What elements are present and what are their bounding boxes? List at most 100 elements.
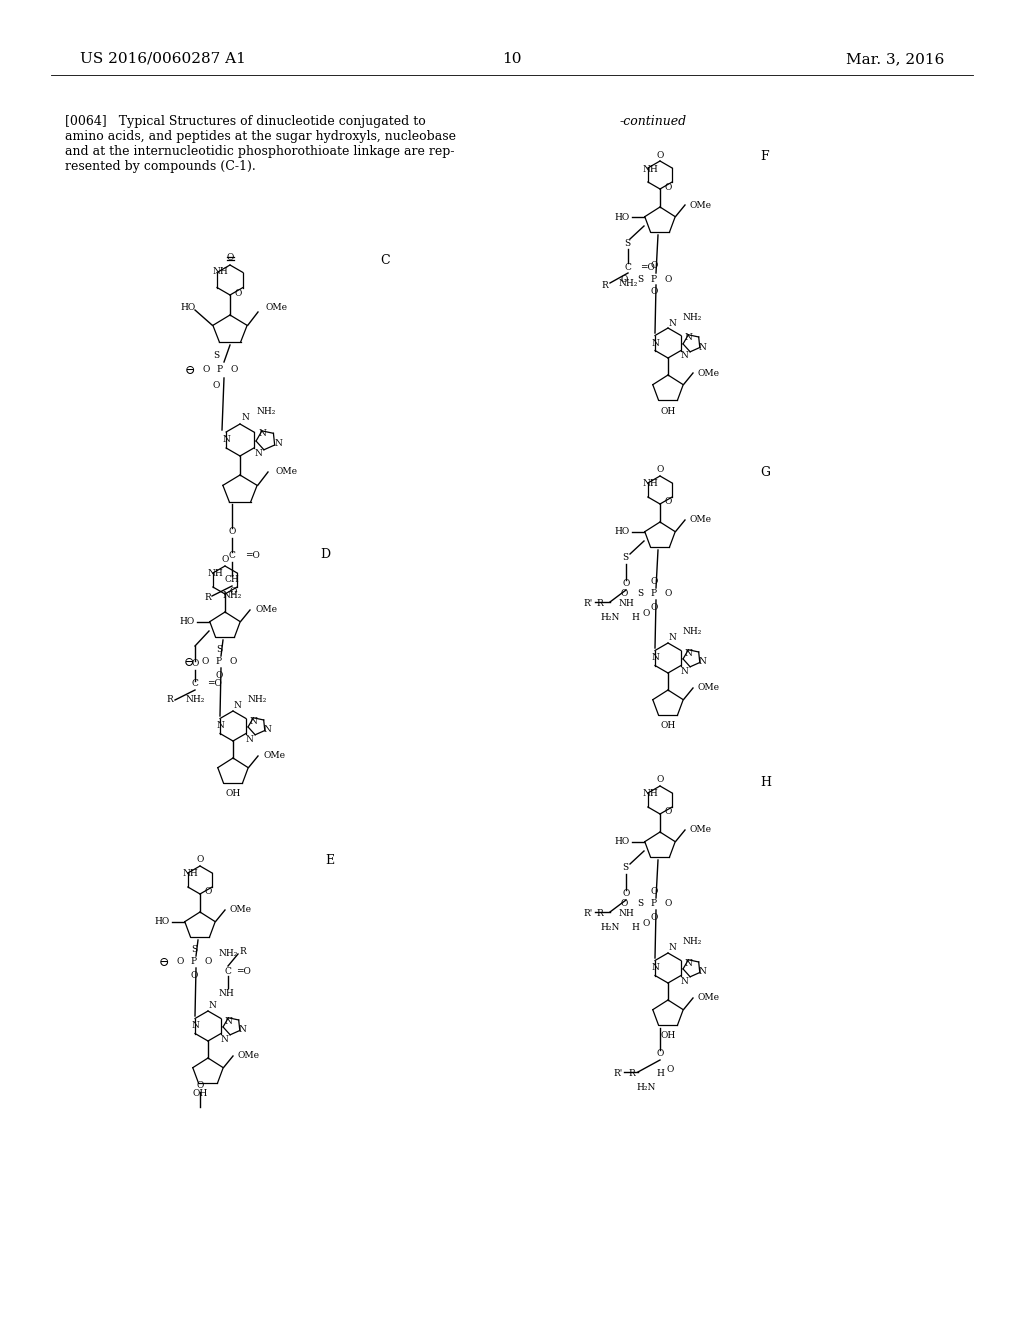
Text: N: N — [208, 1002, 216, 1011]
Text: C: C — [224, 968, 231, 977]
Text: N: N — [680, 977, 688, 986]
Text: HO: HO — [155, 917, 170, 927]
Text: N: N — [651, 653, 658, 663]
Text: N: N — [668, 634, 676, 643]
Text: =O: =O — [245, 552, 260, 561]
Text: O: O — [228, 528, 236, 536]
Text: N: N — [698, 968, 706, 977]
Text: N: N — [263, 726, 271, 734]
Text: N: N — [222, 436, 230, 445]
Text: NH₂: NH₂ — [222, 591, 242, 601]
Text: R: R — [205, 594, 211, 602]
Text: P: P — [190, 957, 197, 966]
Text: NH₂: NH₂ — [682, 313, 701, 322]
Text: NH: NH — [218, 990, 233, 998]
Text: O: O — [656, 1049, 664, 1059]
Text: NH₂: NH₂ — [256, 408, 275, 417]
Text: O: O — [665, 590, 672, 598]
Text: R': R' — [584, 909, 593, 919]
Text: ⊖: ⊖ — [159, 956, 169, 969]
Text: F: F — [760, 150, 769, 164]
Text: O: O — [642, 610, 649, 619]
Text: OMe: OMe — [698, 684, 720, 693]
Text: O: O — [667, 1065, 674, 1074]
Text: O: O — [229, 657, 237, 667]
Text: H: H — [631, 924, 639, 932]
Text: NH₂: NH₂ — [682, 937, 701, 946]
Text: O: O — [621, 275, 628, 284]
Text: H₂N: H₂N — [600, 614, 620, 623]
Text: HO: HO — [614, 213, 630, 222]
Text: N: N — [274, 440, 282, 449]
Text: OMe: OMe — [230, 906, 252, 915]
Text: O: O — [665, 808, 672, 817]
Text: O: O — [650, 261, 657, 271]
Text: NH: NH — [212, 268, 228, 276]
Text: N: N — [668, 944, 676, 953]
Text: S: S — [622, 553, 628, 562]
Text: O: O — [212, 380, 220, 389]
Text: CH: CH — [224, 576, 240, 585]
Text: C: C — [625, 263, 632, 272]
Text: O: O — [202, 657, 209, 667]
Text: N: N — [698, 657, 706, 667]
Text: O: O — [656, 466, 664, 474]
Text: NH: NH — [182, 870, 198, 879]
Text: O: O — [191, 660, 199, 668]
Text: O: O — [234, 289, 242, 298]
Text: OMe: OMe — [690, 516, 712, 524]
Text: NH: NH — [618, 599, 634, 609]
Text: HO: HO — [614, 528, 630, 536]
Text: O: O — [190, 970, 198, 979]
Text: P: P — [651, 899, 657, 908]
Text: OMe: OMe — [690, 201, 712, 210]
Text: NH₂: NH₂ — [218, 949, 238, 958]
Text: R: R — [240, 948, 247, 957]
Text: S: S — [637, 899, 643, 908]
Text: NH: NH — [207, 569, 223, 578]
Text: P: P — [651, 275, 657, 284]
Text: O: O — [176, 957, 183, 966]
Text: O: O — [205, 957, 212, 966]
Text: N: N — [680, 667, 688, 676]
Text: O: O — [221, 556, 228, 565]
Text: O: O — [650, 288, 657, 297]
Text: HO: HO — [614, 837, 630, 846]
Text: OMe: OMe — [263, 751, 285, 760]
Text: O: O — [650, 602, 657, 611]
Text: G: G — [760, 466, 770, 479]
Text: =O: =O — [207, 680, 222, 689]
Text: O: O — [226, 253, 233, 263]
Text: OH: OH — [660, 722, 676, 730]
Text: NH: NH — [642, 165, 657, 173]
Text: O: O — [205, 887, 212, 896]
Text: O: O — [656, 776, 664, 784]
Text: P: P — [216, 657, 222, 667]
Text: N: N — [238, 1026, 246, 1035]
Text: N: N — [249, 717, 257, 726]
Text: O: O — [665, 899, 672, 908]
Text: O: O — [650, 577, 657, 586]
Text: S: S — [637, 275, 643, 284]
Text: [0064]   Typical Structures of dinucleotide conjugated to
amino acids, and pepti: [0064] Typical Structures of dinucleotid… — [65, 115, 456, 173]
Text: S: S — [624, 239, 630, 248]
Text: N: N — [698, 342, 706, 351]
Text: OH: OH — [193, 1089, 208, 1098]
Text: N: N — [684, 958, 692, 968]
Text: OH: OH — [660, 407, 676, 416]
Text: R: R — [167, 696, 173, 705]
Text: H: H — [656, 1069, 664, 1078]
Text: O: O — [197, 855, 204, 865]
Text: N: N — [680, 351, 688, 360]
Text: O: O — [215, 671, 222, 680]
Text: R: R — [597, 599, 603, 609]
Text: N: N — [258, 429, 266, 438]
Text: N: N — [651, 338, 658, 347]
Text: N: N — [651, 964, 658, 973]
Text: R': R' — [584, 599, 593, 609]
Text: O: O — [656, 150, 664, 160]
Text: R': R' — [613, 1069, 623, 1078]
Text: ⊖: ⊖ — [184, 363, 196, 376]
Text: S: S — [216, 644, 222, 653]
Text: N: N — [668, 318, 676, 327]
